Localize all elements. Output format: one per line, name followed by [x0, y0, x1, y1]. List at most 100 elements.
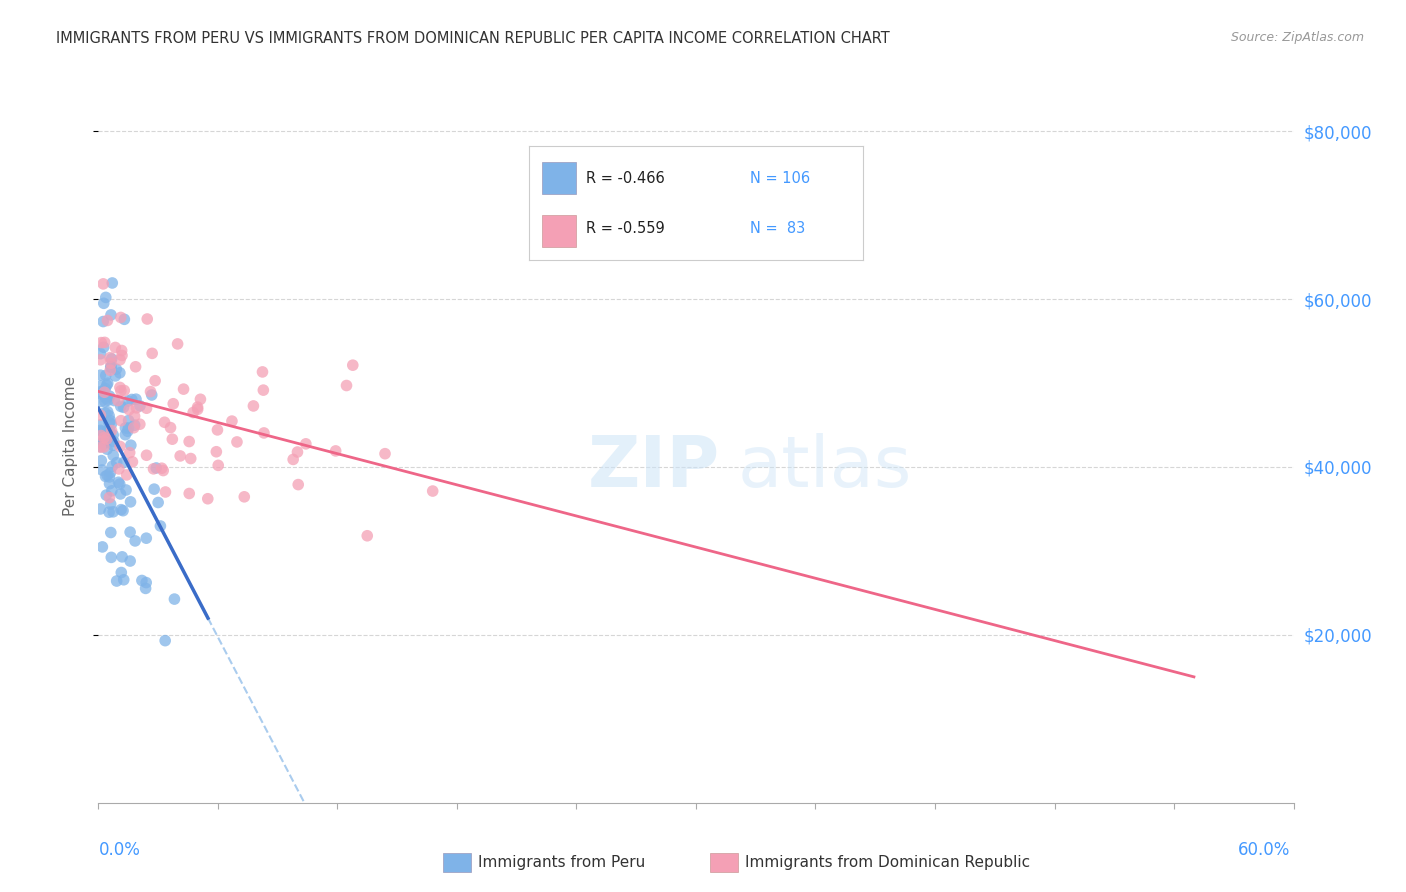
Point	[117, 421, 139, 435]
Point	[96, 488, 118, 502]
Point	[125, 392, 148, 407]
Point	[120, 438, 142, 452]
Point	[179, 434, 201, 449]
Point	[163, 592, 186, 607]
Point	[115, 467, 138, 482]
Point	[100, 360, 122, 375]
Point	[96, 378, 118, 392]
Point	[135, 531, 157, 545]
Point	[91, 277, 114, 291]
Point	[118, 402, 141, 417]
Point	[98, 430, 121, 444]
Point	[98, 416, 121, 430]
Point	[159, 420, 181, 434]
Point	[97, 393, 120, 408]
Point	[100, 359, 122, 374]
Point	[205, 444, 228, 458]
Point	[108, 477, 131, 491]
Point	[153, 415, 176, 429]
Point	[94, 394, 117, 409]
Point	[100, 525, 122, 540]
Point	[187, 400, 209, 414]
Point	[162, 432, 184, 446]
Point	[98, 409, 121, 423]
Point	[112, 504, 135, 518]
Point	[117, 424, 139, 438]
Point	[112, 384, 135, 398]
Point	[91, 436, 114, 450]
Point	[120, 554, 142, 568]
Point	[135, 575, 157, 590]
Point	[93, 335, 115, 350]
Point	[91, 540, 114, 554]
Point	[93, 440, 115, 454]
Point	[117, 413, 139, 427]
Point	[104, 341, 127, 355]
Point	[100, 414, 122, 428]
Point	[93, 340, 115, 354]
Point	[114, 421, 136, 435]
Point	[242, 399, 264, 413]
Point	[252, 383, 274, 397]
Point	[101, 505, 124, 519]
Point	[91, 463, 114, 477]
Point	[190, 392, 212, 407]
Point	[89, 418, 111, 433]
Point	[181, 405, 204, 419]
Point	[101, 276, 124, 290]
Y-axis label: Per Capita Income: Per Capita Income	[63, 376, 77, 516]
Point	[117, 394, 139, 409]
Point	[124, 533, 146, 548]
Point	[100, 550, 122, 565]
Point	[89, 440, 111, 454]
Point	[356, 529, 378, 543]
Point	[100, 466, 122, 480]
Text: atlas: atlas	[738, 433, 912, 502]
Point	[142, 462, 165, 476]
Point	[124, 418, 146, 433]
Point	[108, 366, 131, 380]
Point	[105, 362, 128, 376]
Point	[207, 458, 229, 473]
Point	[112, 455, 135, 469]
Point	[94, 290, 117, 304]
Point	[94, 382, 117, 396]
Point	[115, 483, 138, 497]
Point	[89, 424, 111, 438]
Text: Immigrants from Peru: Immigrants from Peru	[478, 855, 645, 870]
Point	[135, 448, 157, 462]
Point	[89, 346, 111, 360]
Point	[96, 432, 118, 446]
Point	[110, 414, 132, 428]
Point	[91, 314, 114, 328]
Point	[111, 343, 134, 358]
Text: Immigrants from Dominican Republic: Immigrants from Dominican Republic	[745, 855, 1031, 870]
Point	[139, 384, 162, 399]
Point	[111, 348, 134, 362]
Text: 60.0%: 60.0%	[1239, 841, 1291, 859]
Point	[150, 461, 173, 475]
Point	[94, 406, 117, 420]
Point	[124, 359, 146, 374]
Point	[143, 374, 166, 388]
Point	[100, 351, 122, 366]
Point	[98, 363, 121, 377]
Point	[98, 505, 121, 519]
Point	[124, 409, 146, 424]
Point	[166, 337, 188, 351]
Point	[252, 365, 274, 379]
Point	[90, 394, 112, 409]
Point	[374, 447, 396, 461]
Point	[97, 405, 120, 419]
Point	[90, 453, 112, 467]
Point	[128, 417, 150, 432]
Point	[179, 486, 201, 500]
Point	[96, 424, 118, 438]
Point	[100, 308, 122, 322]
Point	[96, 442, 118, 457]
Point	[98, 476, 121, 491]
Point	[100, 424, 122, 438]
Point	[169, 449, 191, 463]
Point	[180, 451, 202, 466]
Point	[129, 399, 152, 413]
